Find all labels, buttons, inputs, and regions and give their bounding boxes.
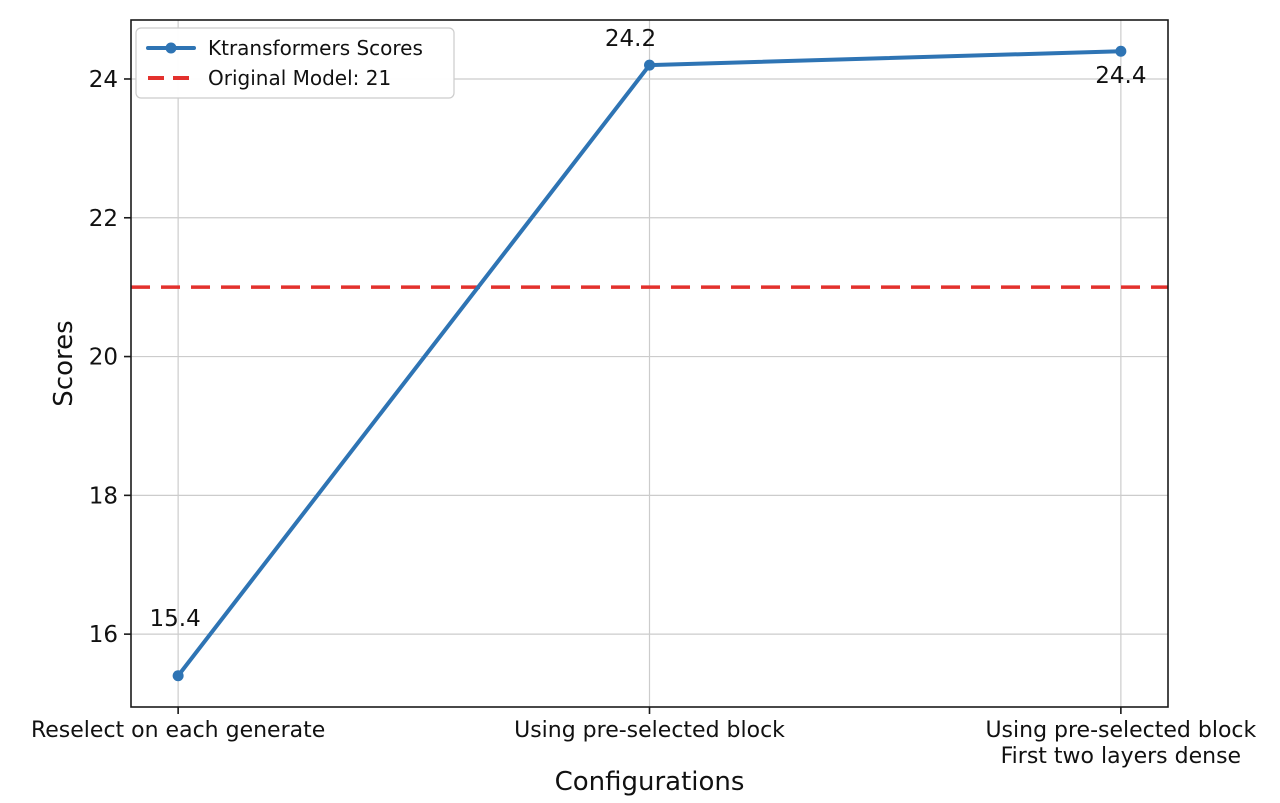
axis-ticks: 16 18 20 22 24 Reselect on each generate Using… — [31, 67, 1257, 769]
y-axis-title: Scores — [49, 320, 79, 406]
data-point-marker — [644, 59, 655, 71]
x-tick-label: Using pre-selected block — [985, 718, 1256, 743]
x-tick-label: First two layers dense — [1001, 744, 1241, 769]
legend-entry-label: Ktransformers Scores — [208, 36, 423, 60]
legend-sample-marker — [165, 42, 177, 54]
legend-entry-label: Original Model: 21 — [208, 66, 391, 90]
data-point-marker — [172, 670, 184, 682]
data-point-marker — [1115, 45, 1127, 57]
x-tick-label: Using pre-selected block — [514, 718, 785, 743]
data-point-label: 24.2 — [605, 26, 656, 52]
x-axis-title: Configurations — [555, 767, 745, 797]
legend-box — [135, 27, 455, 99]
x-tick-label: Reselect on each generate — [31, 718, 325, 743]
y-tick-label: 16 — [89, 622, 118, 648]
y-tick-label: 18 — [89, 483, 118, 509]
y-tick-label: 22 — [89, 206, 118, 232]
legend: Ktransformers Scores Original Model: 21 — [135, 27, 455, 99]
y-tick-label: 20 — [89, 345, 118, 371]
data-point-label: 24.4 — [1095, 63, 1146, 89]
data-point-label: 15.4 — [150, 606, 201, 632]
y-tick-label: 24 — [89, 67, 118, 93]
